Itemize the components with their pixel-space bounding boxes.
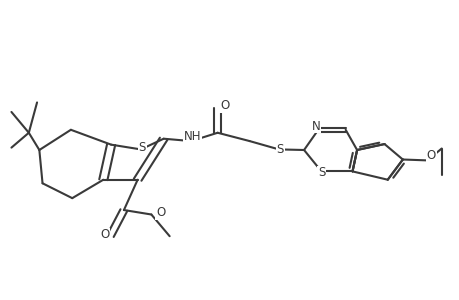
Text: S: S [138,141,146,154]
Text: O: O [156,206,165,219]
Text: S: S [317,167,325,179]
Text: O: O [425,149,435,162]
Text: NH: NH [183,130,201,143]
Text: N: N [311,120,319,133]
Text: S: S [276,143,283,156]
Text: O: O [219,99,229,112]
Text: O: O [100,228,109,241]
